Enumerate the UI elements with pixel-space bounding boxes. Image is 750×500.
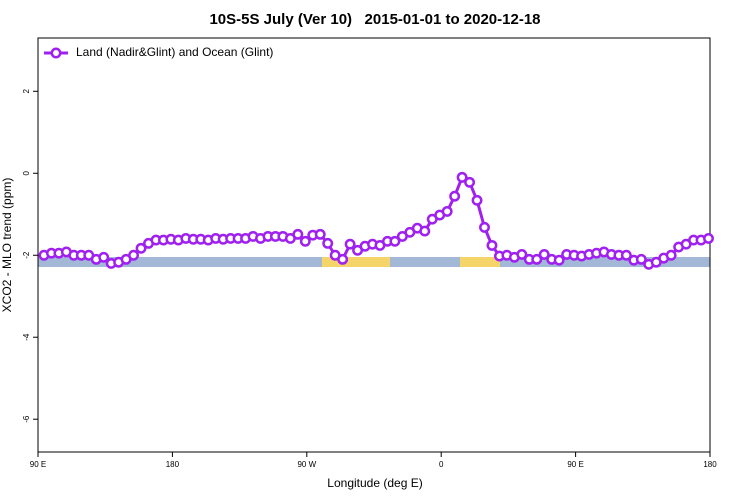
surface-strip bbox=[38, 257, 710, 267]
data-point bbox=[441, 205, 453, 217]
x-tick-label: 180 bbox=[703, 460, 717, 469]
data-point bbox=[620, 249, 632, 261]
data-point bbox=[299, 235, 311, 247]
data-point bbox=[479, 221, 490, 233]
x-tick-label: 90 E bbox=[567, 460, 583, 469]
data-point bbox=[464, 176, 476, 188]
y-tick-label: -6 bbox=[22, 415, 31, 423]
data-point bbox=[665, 249, 677, 261]
data-point bbox=[292, 228, 304, 240]
data-point bbox=[531, 253, 543, 265]
data-point bbox=[128, 249, 140, 261]
land-band bbox=[322, 257, 390, 267]
legend-marker bbox=[50, 47, 62, 59]
y-tick-label: -2 bbox=[22, 251, 31, 259]
data-point bbox=[389, 235, 401, 247]
data-point bbox=[98, 251, 110, 263]
plot-frame bbox=[37, 37, 711, 453]
data-point bbox=[344, 238, 356, 250]
data-point bbox=[456, 171, 468, 183]
data-point bbox=[314, 228, 326, 240]
land-band bbox=[460, 257, 500, 267]
data-point bbox=[449, 190, 461, 202]
x-tick-label: 0 bbox=[439, 460, 444, 469]
y-tick-label: 0 bbox=[22, 170, 31, 175]
data-point bbox=[486, 239, 498, 251]
data-point bbox=[553, 254, 565, 266]
x-tick-label: 90 E bbox=[30, 460, 46, 469]
data-point bbox=[337, 253, 349, 265]
x-tick-label: 90 W bbox=[297, 460, 316, 469]
y-axis-label: XCO2 - MLO trend (ppm) bbox=[0, 178, 14, 313]
x-axis-label: Longitude (deg E) bbox=[327, 476, 422, 490]
data-point bbox=[322, 237, 334, 249]
data-point bbox=[419, 225, 431, 237]
data-point bbox=[135, 242, 147, 254]
data-point bbox=[635, 253, 647, 265]
y-tick-label: 2 bbox=[22, 89, 31, 94]
x-tick-label: 180 bbox=[166, 460, 180, 469]
y-tick-label: -4 bbox=[22, 333, 31, 341]
data-point bbox=[538, 248, 550, 260]
data-point bbox=[703, 232, 714, 244]
chart-title: 10S-5S July (Ver 10) 2015-01-01 to 2020-… bbox=[209, 11, 540, 28]
legend-label: Land (Nadir&Glint) and Ocean (Glint) bbox=[76, 45, 273, 59]
data-point bbox=[516, 248, 528, 260]
data-point bbox=[471, 194, 483, 206]
